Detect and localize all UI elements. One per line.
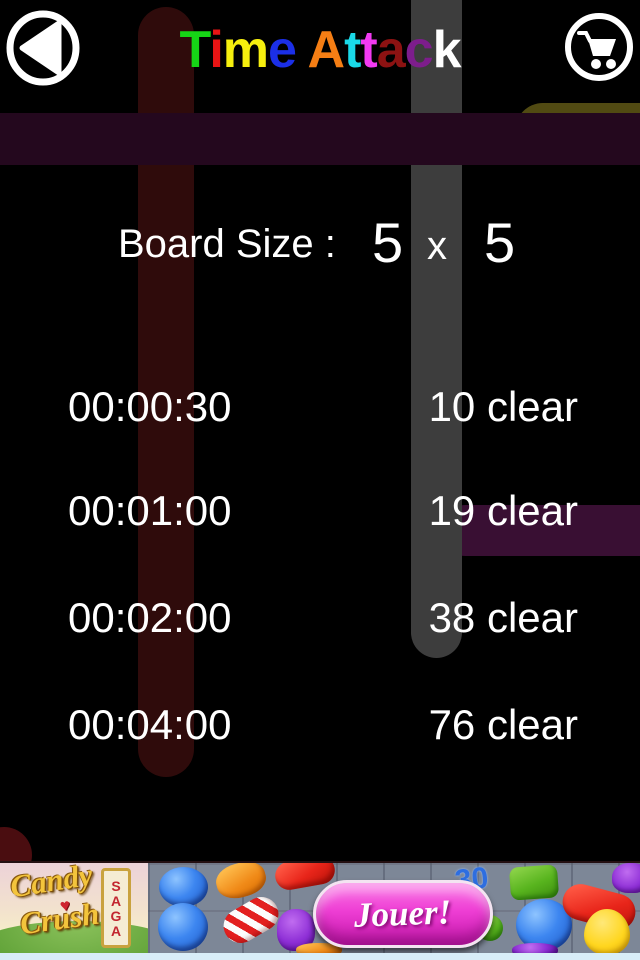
candy-green-icon bbox=[508, 864, 560, 901]
back-button[interactable] bbox=[6, 10, 80, 86]
jouer-button-label: Jouer! bbox=[353, 892, 453, 935]
title-letter: k bbox=[432, 21, 462, 79]
ad-banner[interactable]: 30 Candy ♥ Crush SAGA Jouer! bbox=[0, 861, 640, 960]
jouer-button[interactable]: Jouer! bbox=[313, 880, 493, 948]
title-letter bbox=[296, 21, 308, 79]
ad-banner-bottom-strip bbox=[0, 953, 640, 960]
board-size-columns: 5 bbox=[372, 211, 404, 274]
level-time: 00:01:00 bbox=[68, 487, 232, 534]
title-letter: t bbox=[344, 21, 361, 79]
shopping-cart-icon bbox=[563, 13, 635, 86]
candy-blue-icon bbox=[159, 867, 208, 907]
candy-blue-icon bbox=[158, 903, 208, 951]
title-letter: c bbox=[404, 21, 434, 79]
title-letter: t bbox=[360, 21, 377, 79]
board-size-separator: x bbox=[427, 224, 447, 268]
bg-gray-stripe bbox=[411, 0, 462, 658]
title-letter: e bbox=[268, 21, 297, 79]
board-size-label: Board Size : bbox=[118, 222, 336, 266]
level-row-2[interactable]: 00:01:00 19 clear bbox=[68, 487, 578, 534]
level-goal: 19 clear bbox=[428, 487, 578, 534]
bg-purple-band bbox=[0, 113, 640, 165]
level-goal: 38 clear bbox=[428, 594, 578, 641]
ad-brand-panel: Candy ♥ Crush SAGA bbox=[0, 863, 148, 953]
level-goal: 10 clear bbox=[428, 383, 578, 430]
bg-purple-pill bbox=[440, 505, 640, 556]
ad-saga-text: SAGA bbox=[108, 878, 124, 938]
shop-button[interactable] bbox=[563, 11, 635, 83]
level-row-3[interactable]: 00:02:00 38 clear bbox=[68, 594, 578, 641]
level-goal: 76 clear bbox=[428, 701, 578, 748]
title-letter: m bbox=[222, 21, 269, 79]
level-time: 00:02:00 bbox=[68, 594, 232, 641]
title-letter: a bbox=[376, 21, 406, 79]
title-letter: i bbox=[209, 21, 223, 79]
candy-yellow-icon bbox=[584, 909, 630, 955]
level-time: 00:00:30 bbox=[68, 383, 232, 430]
page-title: Time Attack bbox=[0, 21, 640, 79]
title-letter: T bbox=[179, 21, 211, 79]
back-arrow-icon bbox=[6, 10, 80, 89]
board-size-rows: 5 bbox=[484, 211, 516, 274]
level-time: 00:04:00 bbox=[68, 701, 232, 748]
level-row-1[interactable]: 00:00:30 10 clear bbox=[68, 383, 578, 430]
ad-saga-sign: SAGA bbox=[101, 868, 131, 948]
title-letter: A bbox=[307, 21, 346, 79]
candy-purple-icon bbox=[612, 863, 640, 893]
level-row-4[interactable]: 00:04:00 76 clear bbox=[68, 701, 578, 748]
board-size-section: Board Size : 5 x 5 bbox=[0, 208, 640, 274]
